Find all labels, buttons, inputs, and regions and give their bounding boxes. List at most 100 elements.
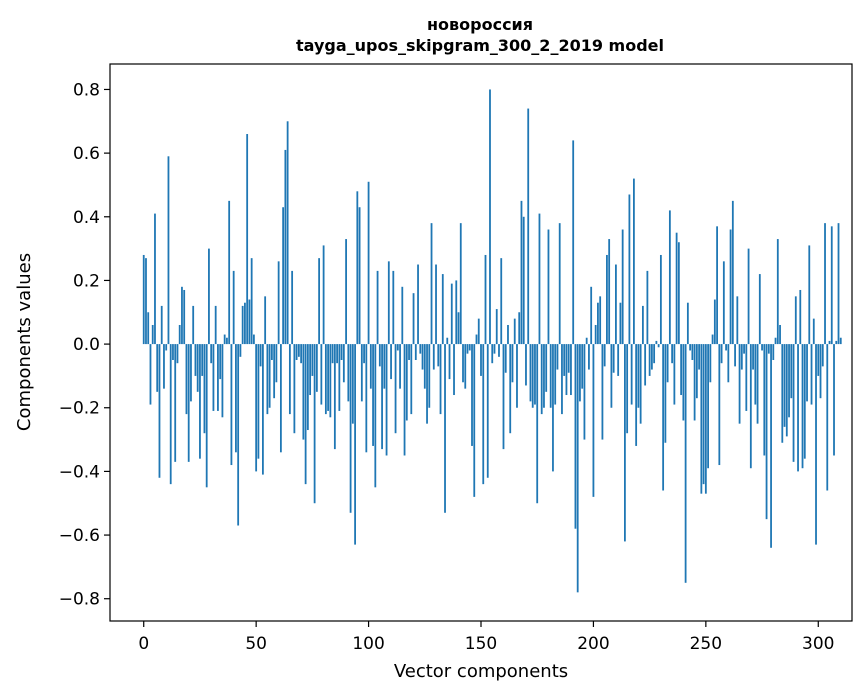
bar	[556, 344, 559, 370]
bar	[650, 344, 653, 370]
bar	[437, 344, 440, 367]
bar	[181, 286, 183, 345]
bar	[592, 344, 595, 497]
y-tick-label: −0.2	[59, 399, 100, 419]
bar	[367, 181, 370, 345]
bar	[399, 344, 401, 389]
bar	[309, 344, 312, 396]
bar	[709, 344, 712, 383]
x-tick-label: 300	[802, 634, 834, 654]
bar	[282, 207, 285, 345]
bar	[163, 344, 165, 389]
bar	[257, 344, 260, 459]
bar	[293, 344, 296, 434]
bar	[208, 248, 210, 345]
bar	[765, 344, 768, 520]
bar	[552, 344, 554, 472]
bar	[525, 344, 527, 386]
bar	[790, 344, 793, 399]
bar	[468, 344, 471, 351]
bar	[338, 344, 341, 411]
bar	[803, 344, 806, 459]
bar	[154, 213, 156, 345]
bar	[217, 344, 219, 411]
bar	[749, 344, 752, 469]
bar	[752, 344, 754, 370]
bar	[603, 344, 606, 367]
bar	[363, 344, 365, 364]
bar	[311, 344, 314, 376]
bar	[448, 344, 451, 380]
bar	[201, 344, 204, 376]
bar	[707, 344, 709, 469]
bar	[369, 344, 372, 389]
bar	[459, 223, 462, 345]
bar	[147, 312, 150, 345]
bar	[794, 296, 797, 345]
bar	[668, 210, 671, 345]
bar	[167, 156, 170, 345]
bar	[232, 270, 235, 345]
bar	[297, 344, 300, 357]
bar	[527, 108, 530, 345]
bar	[801, 344, 804, 469]
bar	[599, 296, 602, 345]
bar	[414, 344, 417, 360]
bar	[169, 344, 172, 485]
bar	[610, 344, 613, 408]
x-tick-label: 0	[138, 634, 149, 654]
x-tick-label: 250	[690, 634, 722, 654]
bar	[507, 324, 509, 345]
y-tick-label: 0.2	[73, 271, 100, 291]
bar	[628, 194, 631, 345]
bar	[275, 344, 278, 383]
bar	[673, 344, 676, 405]
bar	[253, 334, 255, 345]
bar	[833, 344, 835, 456]
bar	[727, 344, 730, 383]
bar	[284, 149, 287, 345]
bar	[392, 270, 395, 345]
bar	[783, 344, 786, 427]
bar	[439, 344, 442, 415]
bar	[250, 258, 253, 345]
bar	[754, 344, 757, 405]
bar	[740, 344, 743, 370]
bar	[333, 344, 336, 450]
x-tick-label: 150	[465, 634, 497, 654]
bar	[489, 89, 491, 345]
bar	[516, 344, 518, 408]
bar	[617, 344, 620, 376]
bar	[745, 344, 748, 411]
bar	[761, 344, 763, 351]
bar	[226, 337, 228, 345]
bar	[156, 344, 159, 392]
bar	[547, 229, 550, 345]
bar	[819, 344, 822, 399]
bar	[776, 239, 779, 345]
bar	[615, 264, 617, 345]
bar	[635, 344, 638, 446]
x-tick-label: 100	[352, 634, 384, 654]
y-tick-label: −0.4	[59, 462, 100, 482]
bar	[203, 344, 206, 434]
bar	[430, 223, 433, 345]
bar	[689, 344, 692, 351]
bar	[713, 299, 716, 345]
bar	[315, 344, 318, 392]
bar	[288, 344, 291, 415]
bar	[659, 254, 662, 345]
bar	[262, 344, 264, 475]
bar	[187, 344, 190, 462]
bar	[554, 344, 557, 405]
bar	[279, 344, 282, 453]
bar	[540, 344, 543, 415]
bar	[682, 344, 685, 421]
bar	[360, 344, 363, 402]
bar	[588, 344, 590, 370]
bar	[327, 344, 329, 411]
bar	[462, 344, 464, 383]
bar	[806, 344, 808, 402]
bar	[500, 258, 503, 345]
